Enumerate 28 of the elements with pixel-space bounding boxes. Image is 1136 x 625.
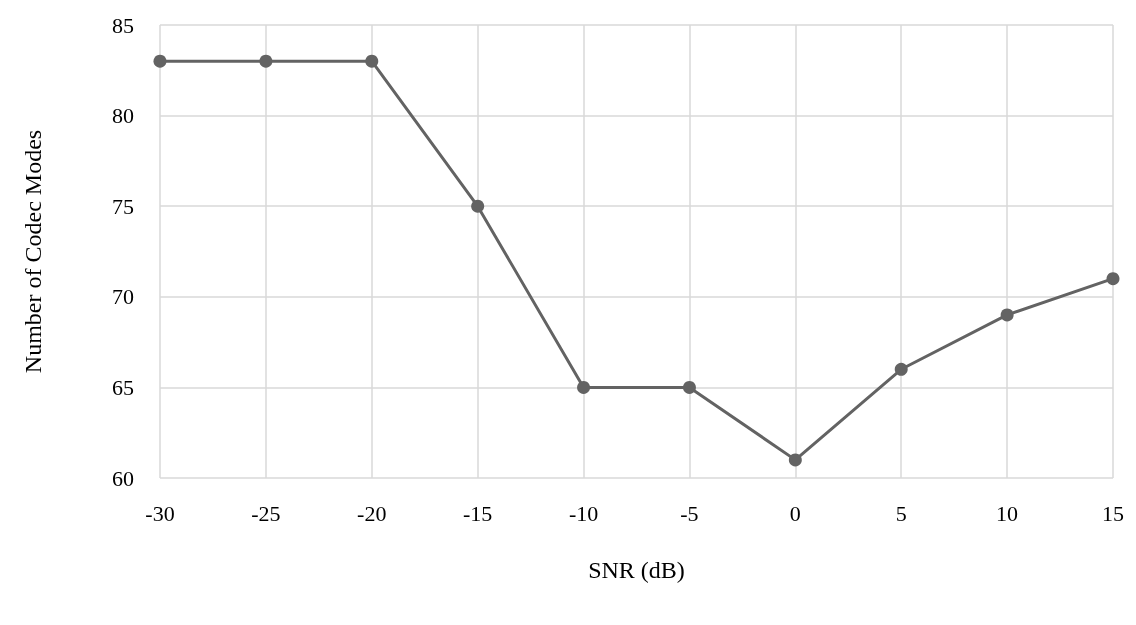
y-tick-label: 75 bbox=[112, 193, 134, 219]
point bbox=[365, 54, 379, 68]
point bbox=[577, 380, 591, 394]
point bbox=[259, 54, 273, 68]
y-axis-title: Number of Codec Modes bbox=[20, 129, 46, 374]
y-tick-label: 70 bbox=[112, 284, 134, 310]
point bbox=[153, 54, 167, 68]
x-tick-label: -20 bbox=[357, 500, 387, 526]
y-tick-label: 60 bbox=[112, 465, 134, 491]
x-tick-label: 5 bbox=[895, 500, 907, 526]
x-tick-label: -15 bbox=[463, 500, 493, 526]
point bbox=[471, 199, 485, 213]
point bbox=[1000, 308, 1014, 322]
x-tick-label: 10 bbox=[996, 500, 1019, 526]
point bbox=[1106, 272, 1120, 286]
x-tick-label: -30 bbox=[145, 500, 175, 526]
point bbox=[788, 453, 802, 467]
x-tick-label: -25 bbox=[251, 500, 281, 526]
y-tick-label: 80 bbox=[112, 103, 134, 129]
y-tick-label: 65 bbox=[112, 374, 134, 400]
x-tick-label: 0 bbox=[789, 500, 801, 526]
x-axis-title: SNR (dB) bbox=[588, 557, 685, 583]
point bbox=[682, 380, 696, 394]
point bbox=[894, 362, 908, 376]
x-tick-label: -10 bbox=[568, 500, 599, 526]
x-tick-label: 15 bbox=[1102, 500, 1124, 526]
x-tick-label: -5 bbox=[680, 500, 699, 526]
y-tick-label: 85 bbox=[112, 12, 134, 38]
